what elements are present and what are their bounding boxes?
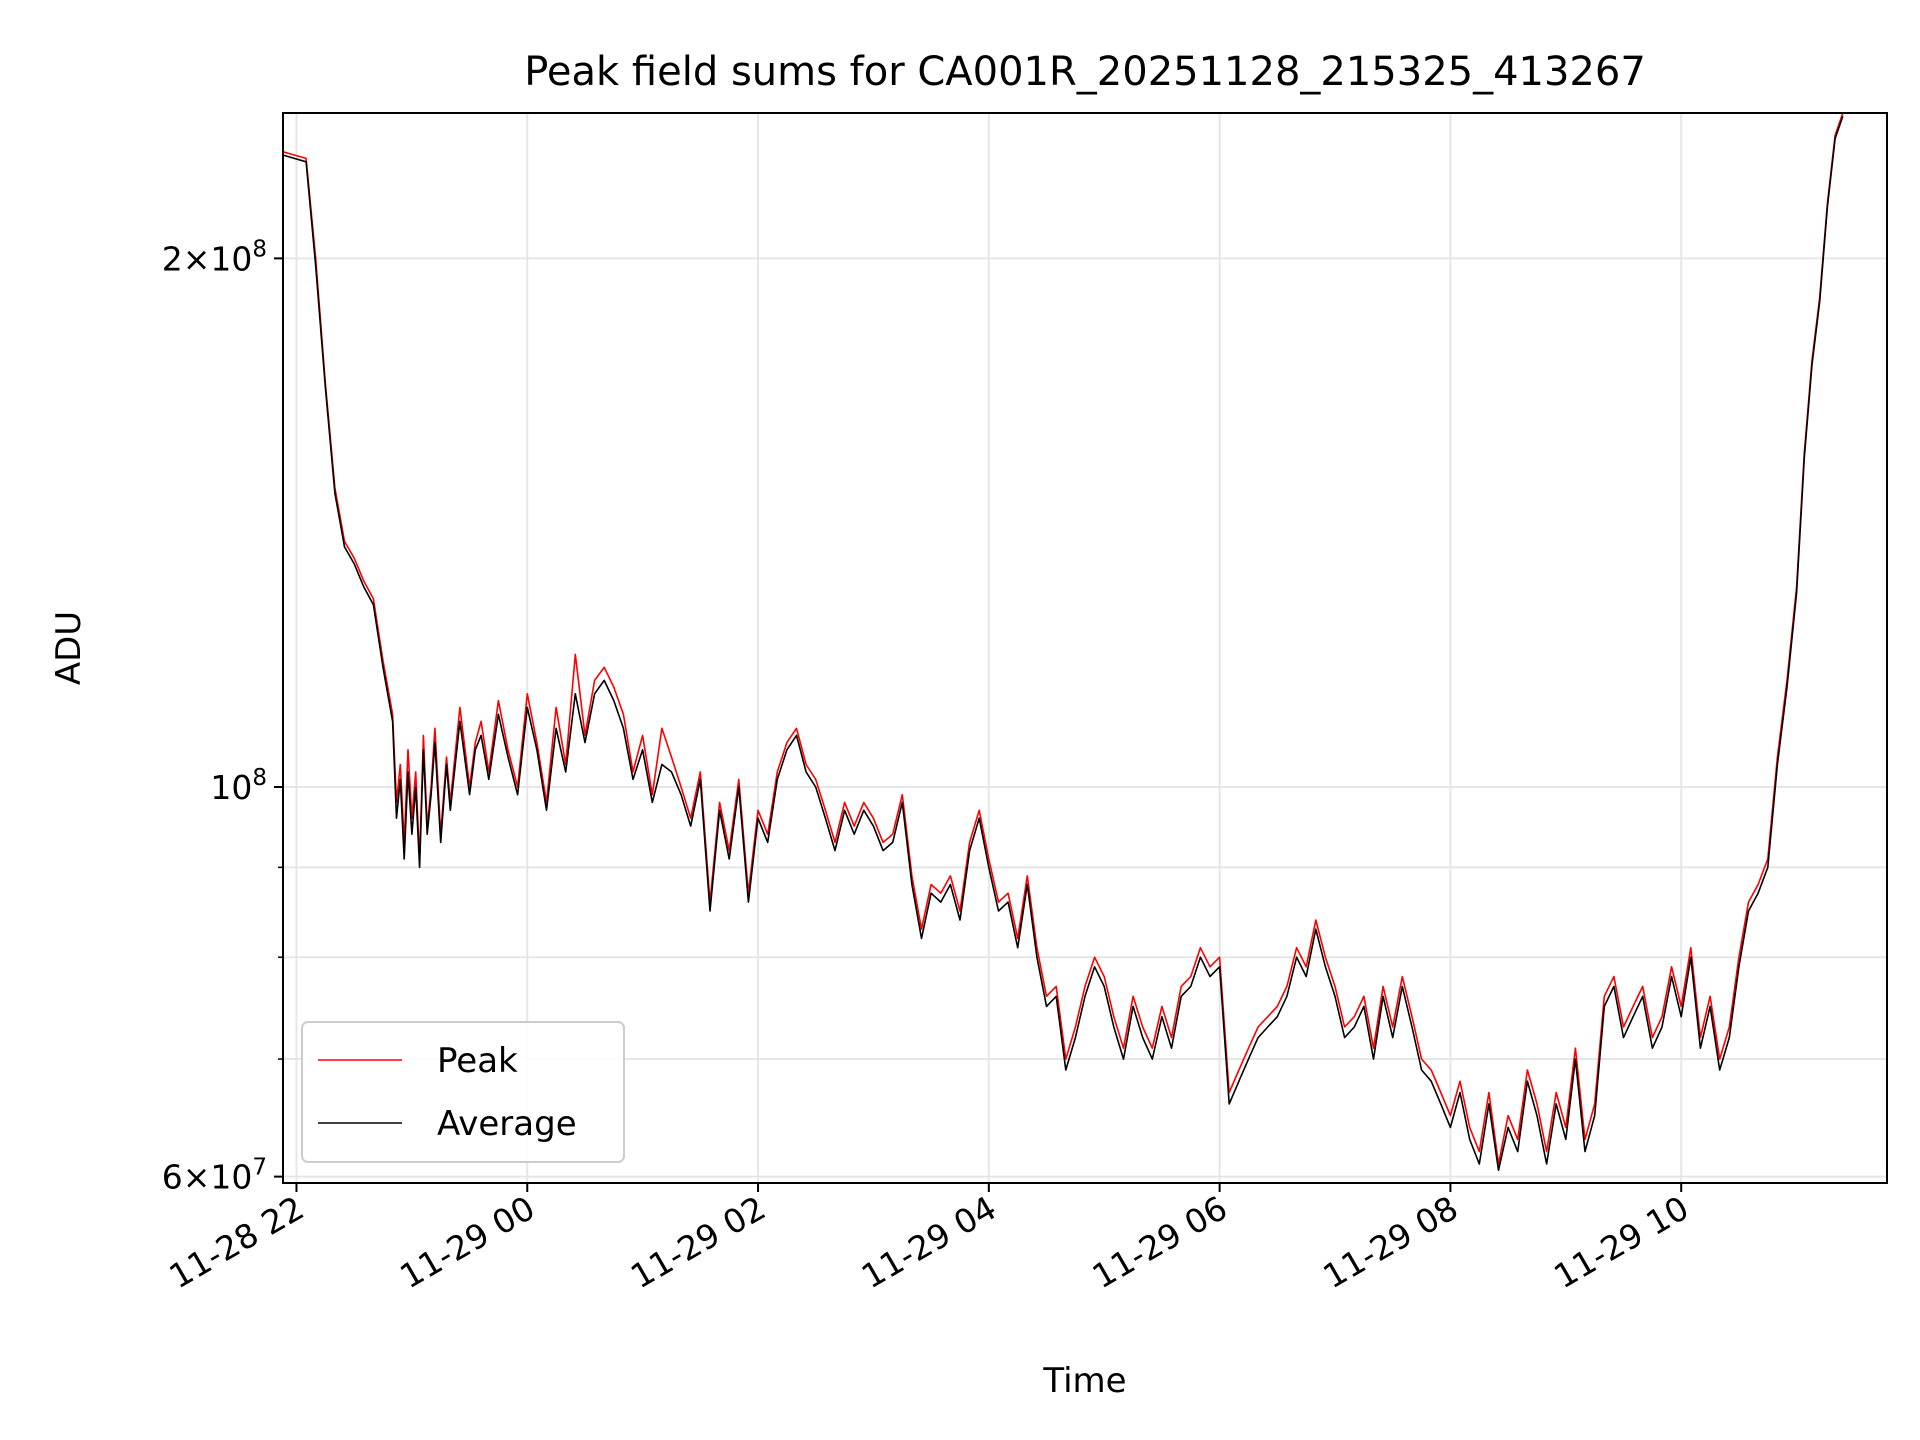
y-tick-exponent: 7 xyxy=(252,1155,267,1181)
legend-label-average: Average xyxy=(437,1104,577,1144)
chart-title: Peak field sums for CA001R_20251128_2153… xyxy=(524,49,1646,95)
series-line-average xyxy=(283,115,1844,1172)
legend-label-peak: Peak xyxy=(437,1041,518,1081)
y-tick-exponent: 8 xyxy=(252,236,267,262)
x-axis-label: Time xyxy=(1042,1361,1126,1401)
legend: Peak Average xyxy=(301,1021,625,1163)
y-axis-label: ADU xyxy=(49,611,89,685)
y-tick-base: 10 xyxy=(210,768,252,807)
y-tick-base: 2×10 xyxy=(162,239,253,278)
y-tick-label: 6×107 xyxy=(162,1155,267,1197)
series-line-peak xyxy=(283,113,1844,1165)
y-tick-base: 6×10 xyxy=(162,1158,253,1197)
y-tick-label: 108 xyxy=(210,765,267,807)
y-tick-label: 2×108 xyxy=(162,236,267,278)
plot-frame xyxy=(282,112,1888,1184)
data-series xyxy=(283,113,1844,1172)
y-tick-exponent: 8 xyxy=(252,765,267,791)
legend-box xyxy=(301,1021,625,1163)
